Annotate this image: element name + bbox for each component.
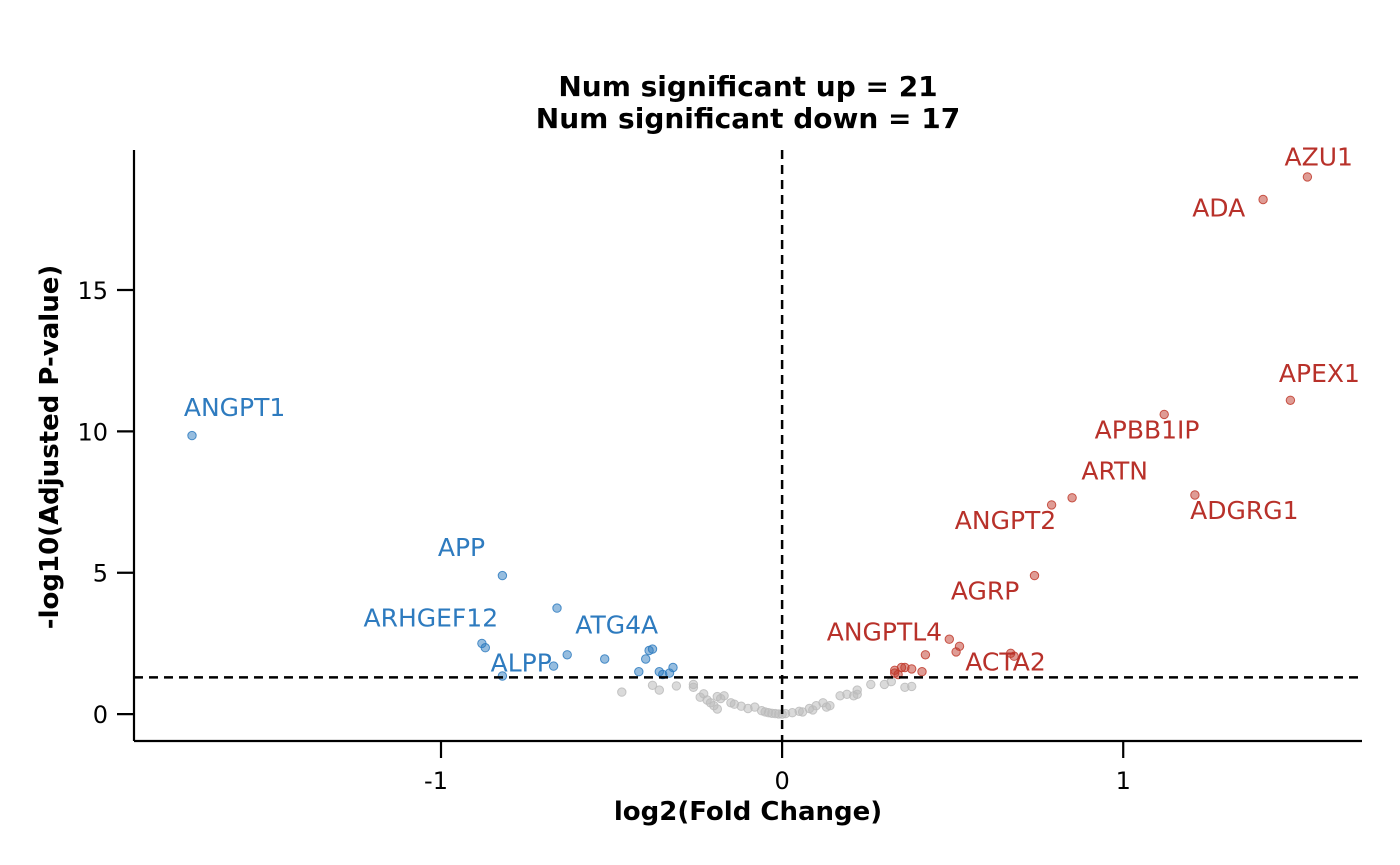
- gene-label-azu1: AZU1: [1284, 143, 1352, 172]
- gene-label-atg4a: ATG4A: [575, 611, 658, 640]
- gene-label-angpt2: ANGPT2: [955, 506, 1056, 535]
- points-layer: [187, 172, 1313, 719]
- down-gene-point: [552, 603, 562, 613]
- gene-label-apbb1ip: APBB1IP: [1095, 415, 1200, 444]
- ns-gene-point: [825, 701, 835, 711]
- down-gene-point: [497, 570, 508, 581]
- x-axis-label: log2(Fold Change): [614, 797, 882, 827]
- ns-gene-point: [712, 704, 722, 714]
- title-line-down: Num significant down = 17: [536, 102, 960, 135]
- ns-gene-point: [654, 685, 664, 695]
- down-gene-point: [187, 430, 197, 441]
- ns-gene-point: [671, 681, 682, 691]
- ns-gene-point: [719, 691, 729, 701]
- down-gene-point: [647, 644, 658, 654]
- ns-gene-point: [852, 689, 862, 699]
- ns-gene-point: [907, 681, 917, 692]
- axes: [132, 150, 1362, 743]
- up-gene-point: [890, 668, 900, 678]
- reference-lines: [134, 150, 1362, 741]
- y-tick-label: 15: [77, 277, 108, 305]
- gene-label-angpt1: ANGPT1: [184, 393, 285, 422]
- gene-label-ada: ADA: [1192, 194, 1245, 223]
- ns-gene-point: [886, 676, 896, 687]
- gene-label-adgrg1: ADGRG1: [1190, 496, 1298, 525]
- y-tick-label: 0: [93, 701, 108, 729]
- up-gene-point: [1285, 395, 1296, 405]
- up-gene-point: [1258, 194, 1268, 205]
- down-gene-point: [562, 650, 572, 660]
- up-gene-point: [951, 647, 961, 657]
- gene-labels: AZU1 ADA APEX1 APBB1IP ARTN ADGRG1 ANGPT2 AGRP A…: [184, 143, 1360, 678]
- down-gene-point: [548, 661, 559, 671]
- gene-label-arhgef12: ARHGEF12: [363, 604, 498, 633]
- ns-gene-point: [617, 687, 627, 697]
- up-gene-point: [944, 634, 954, 644]
- gene-label-artn: ARTN: [1081, 456, 1148, 485]
- x-tick-label: -1: [424, 767, 448, 795]
- gene-label-apex1: APEX1: [1279, 359, 1360, 388]
- y-tick-label: 10: [77, 418, 108, 446]
- up-gene-point: [1067, 493, 1077, 503]
- up-gene-point: [1159, 409, 1169, 420]
- gene-label-app: APP: [438, 533, 485, 562]
- ns-gene-point: [866, 679, 876, 690]
- gene-label-alpp: ALPP: [491, 649, 552, 678]
- gene-label-acta2: ACTA2: [965, 647, 1045, 676]
- up-gene-point: [1046, 500, 1057, 510]
- title-line-up: Num significant up = 21: [558, 70, 937, 103]
- x-tick-label: 0: [774, 767, 789, 795]
- up-gene-point: [1190, 490, 1200, 500]
- up-gene-point: [920, 650, 931, 660]
- chart-title: Num significant up = 21 Num significant …: [536, 70, 960, 135]
- up-gene-point: [1302, 172, 1313, 182]
- x-tick-label: 1: [1116, 767, 1131, 795]
- y-axis-label: -log10(Adjusted P-value): [35, 265, 65, 629]
- up-gene-point: [917, 667, 927, 677]
- down-gene-point: [600, 654, 610, 664]
- gene-label-agrp: AGRP: [951, 577, 1019, 606]
- down-gene-point: [480, 643, 490, 653]
- up-gene-point: [1029, 570, 1040, 581]
- down-gene-point: [634, 667, 644, 677]
- up-gene-point: [1009, 651, 1019, 661]
- y-tick-label: 5: [93, 560, 108, 588]
- gene-label-angptl4: ANGPTL4: [827, 618, 942, 647]
- ns-gene-point: [688, 679, 699, 690]
- up-gene-point: [907, 664, 917, 674]
- ns-gene-point: [647, 680, 658, 690]
- down-gene-point: [641, 654, 651, 664]
